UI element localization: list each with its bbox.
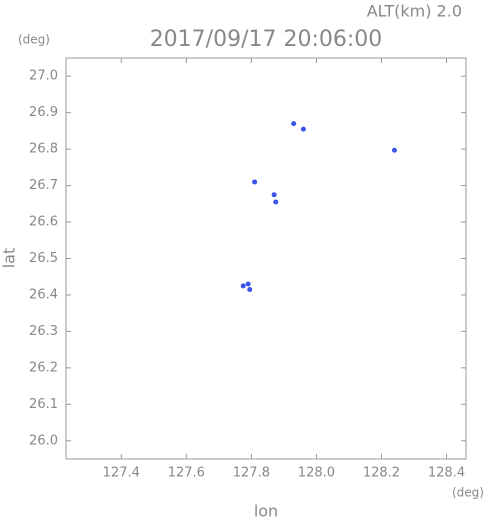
echo-point [271, 192, 277, 198]
y-tick-label: 26.1 [29, 397, 58, 412]
y-tick-label: 26.8 [29, 142, 58, 157]
echo-point [252, 179, 258, 185]
y-tick-label: 26.5 [29, 251, 58, 266]
x-tick-label: 128.0 [298, 466, 335, 481]
plot-frame [65, 57, 467, 460]
echo-point [273, 199, 279, 205]
y-tick-label: 26.4 [29, 287, 58, 302]
x-unit: (deg) [452, 486, 484, 500]
x-tick-label: 127.6 [168, 466, 205, 481]
y-tick-label: 26.7 [29, 178, 58, 193]
echo-point [247, 286, 253, 292]
y-unit: (deg) [18, 33, 50, 47]
y-tick-label: 26.6 [29, 215, 58, 230]
y-tick-label: 26.2 [29, 360, 58, 375]
x-tick-label: 128.4 [428, 466, 465, 481]
y-axis-label: lat [0, 248, 19, 269]
echo-point [391, 147, 397, 153]
x-tick-label: 128.2 [363, 466, 400, 481]
x-axis-label: lon [254, 502, 278, 521]
echo-point [291, 121, 297, 127]
echo-point [300, 126, 306, 132]
x-tick-label: 127.8 [233, 466, 270, 481]
subtitle: ALT(km) 2.0 [367, 2, 462, 21]
chart-title: 2017/09/17 20:06:00 [150, 27, 383, 52]
y-tick-label: 26.9 [29, 105, 58, 120]
x-tick-label: 127.4 [103, 466, 140, 481]
y-tick-label: 27.0 [29, 69, 58, 84]
echo-point [240, 283, 246, 289]
echo-point [245, 281, 251, 287]
y-tick-label: 26.3 [29, 324, 58, 339]
y-tick-label: 26.0 [29, 433, 58, 448]
